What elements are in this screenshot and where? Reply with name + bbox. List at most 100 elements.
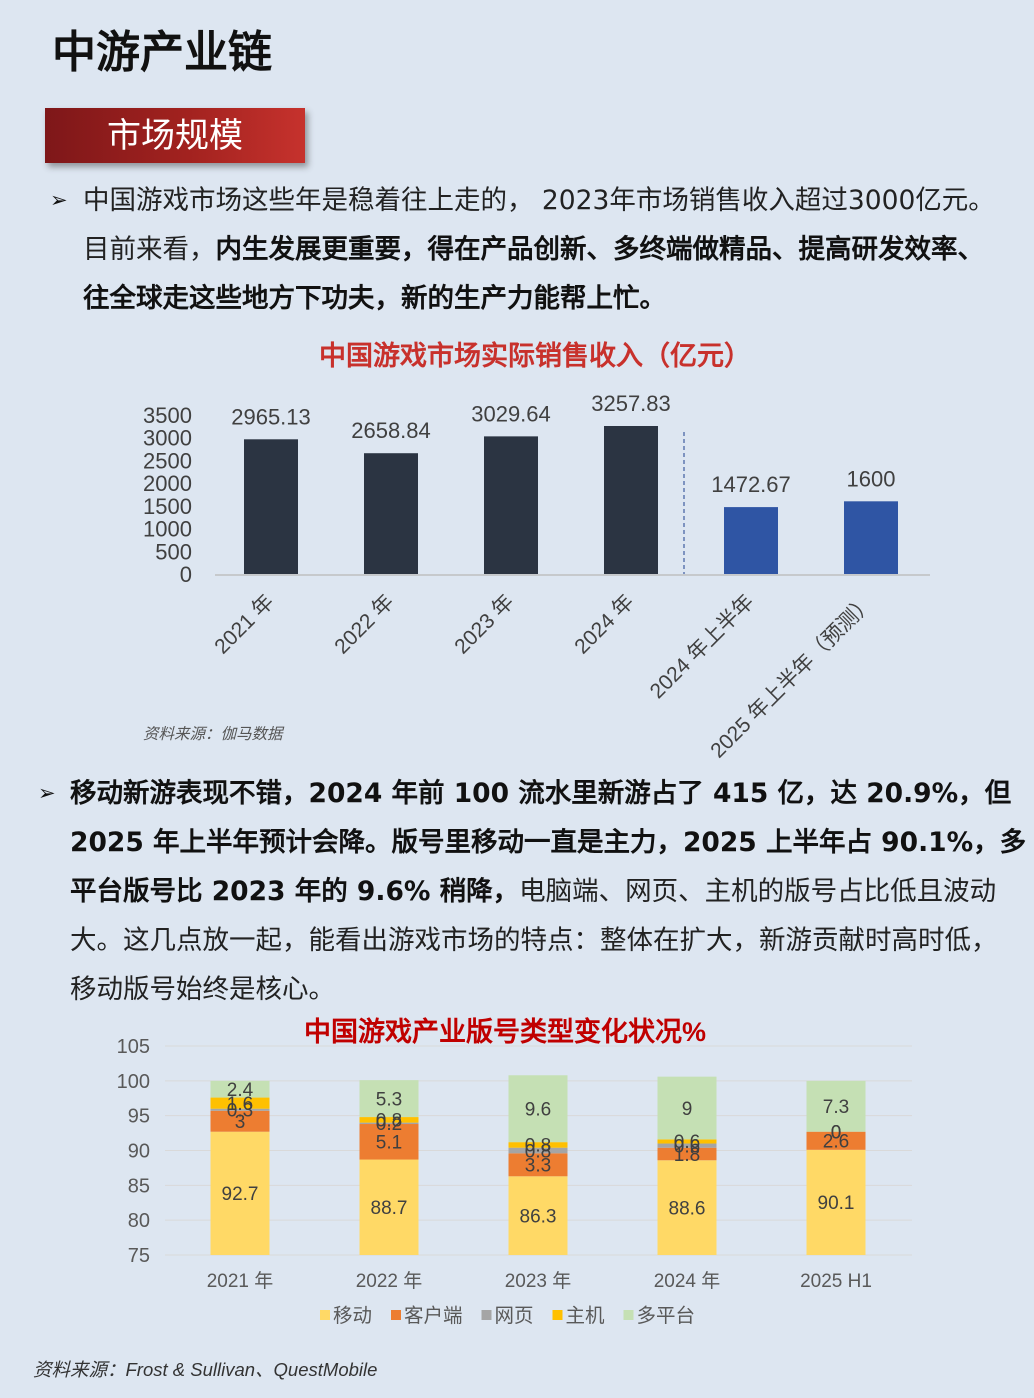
segment-value-label: 3.3 — [525, 1156, 551, 1177]
bar-value-label: 3257.83 — [591, 391, 671, 416]
bullet-text-line: 往全球走这些地方下功夫，新的生产力能帮上忙。 — [83, 274, 995, 323]
segment-value-label: 3 — [235, 1112, 246, 1133]
legend-label: 移动 — [333, 1305, 372, 1327]
y-tick-label: 80 — [128, 1210, 150, 1232]
bold-text-segment: 2025 年上半年预计会降。版号里移动一直是主力，2025 上半年占 90.1%… — [70, 826, 1027, 858]
stacked-bar-segment — [657, 1076, 717, 1140]
y-tick-label: 3000 — [143, 426, 192, 451]
stacked-bar — [806, 1080, 866, 1255]
stacked-bar-segment — [657, 1160, 717, 1255]
bar-value-label: 1600 — [847, 466, 896, 491]
stacked-bar — [359, 1080, 419, 1255]
text-segment: 移动版号始终是核心。 — [70, 973, 335, 1005]
segment-value-label: 0.8 — [525, 1141, 551, 1162]
arrow-bullet-icon: ➢ — [50, 187, 68, 212]
bold-text-segment: 平台版号比 2023 年的 9.6% 稍降， — [70, 875, 520, 907]
y-tick-label: 2500 — [143, 448, 192, 473]
bullet-text: 移动新游表现不错，2024 年前 100 流水里新游占了 415 亿，达 20.… — [70, 769, 1026, 1014]
x-category-label: 2021 年 — [207, 1270, 274, 1292]
text-segment: 电脑端、网页、主机的版号占比低且波动 — [519, 875, 997, 907]
x-category-label: 2022 年 — [330, 590, 398, 658]
stacked-bar — [508, 1075, 568, 1255]
legend-swatch — [552, 1310, 563, 1320]
segment-value-label: 2.4 — [227, 1080, 254, 1101]
bar-value-label: 3029.64 — [471, 401, 551, 426]
legend-item: 客户端 — [391, 1305, 463, 1327]
stacked-bar-segment — [359, 1122, 419, 1125]
x-category-label: 2025 H1 — [800, 1271, 872, 1292]
stacked-bar-segment — [210, 1080, 270, 1098]
y-tick-label: 90 — [128, 1141, 150, 1163]
stacked-bar-segment — [806, 1080, 866, 1132]
stacked-bar-segment — [359, 1117, 419, 1123]
segment-value-label: 92.7 — [222, 1184, 259, 1205]
stacked-bar-segment — [210, 1131, 270, 1255]
bar — [364, 453, 418, 574]
segment-value-label: 0.8 — [376, 1111, 402, 1132]
bar-value-label: 2965.13 — [231, 404, 311, 429]
legend-item: 网页 — [481, 1305, 534, 1327]
page-title: 中游产业链 — [52, 27, 272, 78]
stacked-bar — [210, 1080, 270, 1255]
x-category-label: 2024 年 — [654, 1270, 721, 1292]
stacked-bar-segment — [508, 1147, 568, 1154]
bar — [604, 426, 658, 574]
bar-value-label: 2658.84 — [351, 418, 431, 443]
sales-revenue-bar-chart: 中国游戏市场实际销售收入（亿元） 050010001500200025003000… — [143, 340, 930, 762]
bar-value-label: 1472.67 — [711, 472, 791, 497]
segment-value-label: 0.8 — [525, 1136, 551, 1157]
bar — [244, 439, 298, 574]
stacked-bar-segment — [657, 1139, 717, 1144]
text-segment: 中国游戏市场这些年是稳着往上走的， 2023年市场销售收入超过3000亿元。 — [83, 184, 995, 216]
bullet-text-line: 移动版号始终是核心。 — [70, 965, 1026, 1014]
stacked-bar-segment — [508, 1176, 568, 1255]
x-category-label: 2022 年 — [356, 1270, 423, 1292]
y-tick-label: 75 — [128, 1245, 150, 1267]
x-category-label: 2021 年 — [210, 590, 278, 658]
legend-label: 客户端 — [404, 1305, 463, 1327]
bar — [844, 501, 898, 574]
text-segment: 大。这几点放一起，能看出游戏市场的特点：整体在扩大，新游贡献时高时低， — [70, 924, 998, 956]
y-tick-label: 85 — [128, 1175, 150, 1197]
legend-label: 多平台 — [637, 1305, 696, 1327]
stacked-bar-segment — [210, 1110, 270, 1132]
segment-value-label: 88.7 — [371, 1198, 408, 1219]
bullet-text-line: 中国游戏市场这些年是稳着往上走的， 2023年市场销售收入超过3000亿元。 — [83, 176, 995, 225]
stacked-bar-segment — [806, 1131, 866, 1150]
text-segment: 目前来看， — [83, 233, 216, 265]
x-category-label: 2024 年上半年 — [646, 590, 759, 703]
chart-source-note: 资料来源：伽马数据 — [143, 725, 285, 743]
section-banner: 市场规模 — [45, 108, 305, 163]
bullet-text-line: 大。这几点放一起，能看出游戏市场的特点：整体在扩大，新游贡献时高时低， — [70, 916, 1026, 965]
segment-value-label: 90.1 — [818, 1193, 855, 1214]
stacked-bar-segment — [508, 1075, 568, 1143]
stacked-bar-segment — [359, 1159, 419, 1255]
segment-value-label: 0 — [831, 1122, 842, 1143]
segment-value-label: 2.6 — [823, 1132, 849, 1153]
stacked-bar-segment — [210, 1108, 270, 1111]
y-tick-label: 95 — [128, 1106, 150, 1128]
segment-value-label: 9.6 — [525, 1100, 551, 1121]
stacked-bar-segment — [508, 1142, 568, 1148]
stacked-bar-segment — [210, 1097, 270, 1109]
bullet-text-line: 2025 年上半年预计会降。版号里移动一直是主力，2025 上半年占 90.1%… — [70, 818, 1026, 867]
legend-label: 主机 — [566, 1305, 606, 1327]
stacked-bar-segment — [657, 1143, 717, 1148]
legend-item: 主机 — [552, 1305, 606, 1327]
segment-value-label: 86.3 — [520, 1206, 557, 1227]
segment-value-label: 5.1 — [376, 1133, 402, 1154]
bar — [484, 436, 538, 574]
legend-swatch — [320, 1310, 330, 1320]
stacked-bar-segment — [806, 1149, 866, 1255]
bold-text-segment: 移动新游表现不错，2024 年前 100 流水里新游占了 415 亿，达 20.… — [70, 777, 1012, 809]
segment-value-label: 0 — [831, 1122, 842, 1143]
stacked-bar-segment — [359, 1080, 419, 1118]
legend-label: 网页 — [495, 1305, 534, 1327]
bullet-text-line: 移动新游表现不错，2024 年前 100 流水里新游占了 415 亿，达 20.… — [70, 769, 1026, 818]
x-category-label: 2024 年 — [570, 590, 638, 658]
stacked-bar-segment — [508, 1153, 568, 1177]
stacked-bar — [657, 1076, 717, 1255]
x-category-label: 2023 年 — [505, 1270, 572, 1292]
y-tick-label: 1500 — [143, 494, 192, 519]
